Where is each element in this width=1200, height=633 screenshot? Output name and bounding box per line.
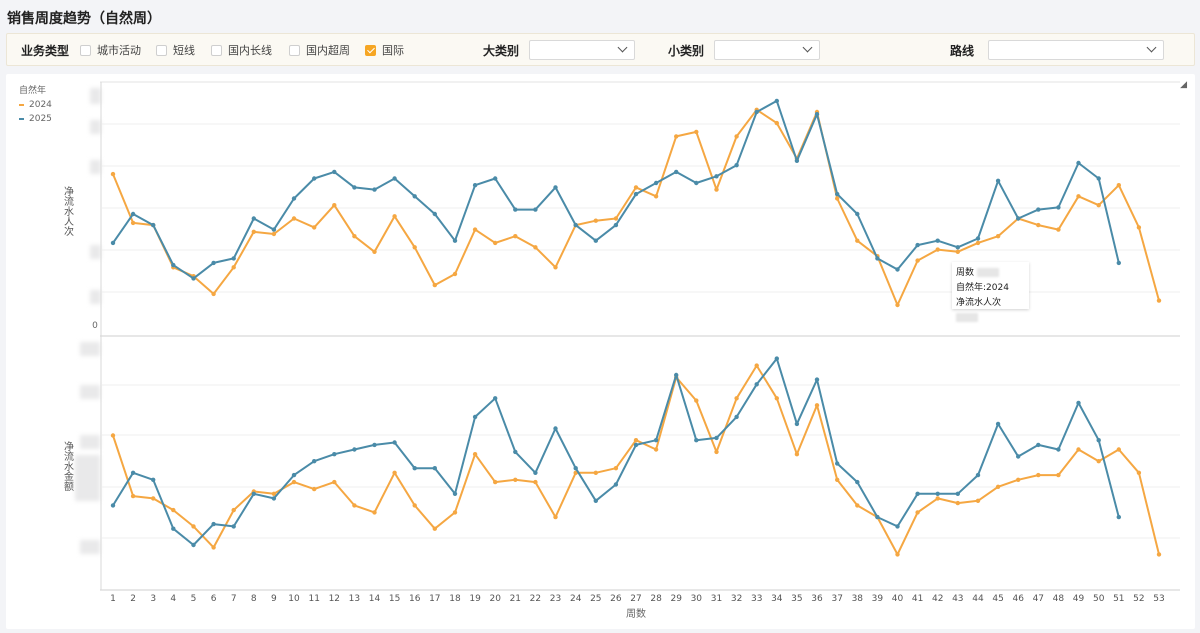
legend-swatch — [19, 104, 24, 106]
checkbox-domestic-extra[interactable]: 国内超周 — [289, 42, 350, 58]
legend-label: 2024 — [29, 100, 52, 110]
page-title: 销售周度趋势（自然周） — [7, 11, 161, 27]
checkbox-box[interactable] — [211, 44, 222, 56]
redacted-value — [976, 268, 999, 277]
checkbox-label: 国际 — [382, 44, 404, 57]
legend-title: 自然年 — [19, 86, 47, 96]
business-type-label: 业务类型 — [21, 44, 70, 58]
route-label: 路线 — [950, 44, 975, 58]
checkbox-box[interactable] — [289, 44, 300, 56]
checkbox-label: 国内长线 — [228, 44, 272, 57]
redacted-tick-mask — [90, 120, 101, 134]
legend-swatch — [19, 118, 24, 120]
chevron-down-icon — [1146, 42, 1157, 53]
tooltip-line-week: 周数 — [956, 268, 975, 278]
checkbox-domestic-long[interactable]: 国内长线 — [211, 42, 272, 58]
category-large-label: 大类别 — [483, 44, 520, 58]
checkbox-box-checked[interactable] — [365, 44, 376, 56]
redacted-tick-mask — [90, 88, 101, 104]
redacted-tick-mask — [90, 160, 101, 174]
checkbox-international[interactable]: 国际 — [365, 42, 404, 58]
filter-bar: 业务类型 城市活动 短线 国内长线 国内超周 国际 大类别 小类别 路线 — [6, 33, 1195, 66]
route-select[interactable] — [988, 40, 1164, 60]
tooltip-line-year: 自然年:2024 — [956, 283, 1009, 293]
category-small-select[interactable] — [714, 40, 820, 60]
legend-item-2025[interactable]: 2025 — [19, 112, 52, 126]
redacted-tick-mask — [90, 245, 101, 259]
redacted-tick-mask — [80, 435, 100, 449]
chart-legend: 自然年 2024 2025 — [19, 84, 52, 126]
tooltip-line-metric: 净流水人次 — [956, 298, 1002, 308]
category-large-select[interactable] — [529, 40, 635, 60]
checkbox-short-line[interactable]: 短线 — [156, 42, 195, 58]
legend-label: 2025 — [29, 114, 52, 124]
checkbox-label: 国内超周 — [306, 44, 350, 57]
checkbox-city-activity[interactable]: 城市活动 — [80, 42, 141, 58]
redacted-tick-mask — [80, 385, 100, 399]
redacted-tick-mask — [80, 540, 100, 554]
redacted-value — [956, 313, 978, 322]
legend-item-2024[interactable]: 2024 — [19, 98, 52, 112]
redacted-tick-mask — [80, 342, 100, 356]
redacted-tick-mask — [75, 455, 100, 501]
checkbox-box[interactable] — [156, 44, 167, 56]
chart-tooltip: 周数 自然年:2024 净流水人次 — [952, 262, 1029, 322]
chevron-down-icon — [802, 42, 813, 53]
checkbox-box[interactable] — [80, 44, 91, 56]
redacted-tick-mask — [90, 290, 101, 304]
checkbox-label: 短线 — [173, 44, 195, 57]
filter-corner-icon[interactable]: ◢ — [1180, 80, 1187, 90]
category-small-label: 小类别 — [668, 44, 705, 58]
chevron-down-icon — [617, 42, 628, 53]
checkbox-label: 城市活动 — [97, 44, 141, 57]
chart-panel: 自然年 2024 2025 ◢ — [6, 74, 1195, 629]
